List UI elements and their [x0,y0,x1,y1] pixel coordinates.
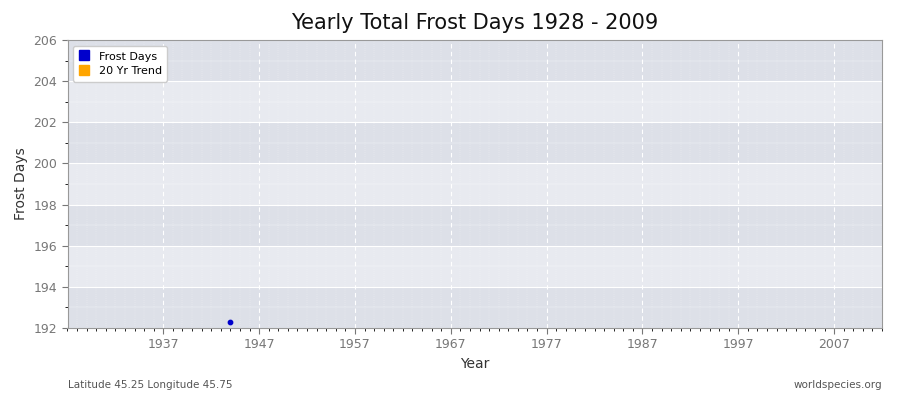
Bar [68,81,882,122]
Bar [68,204,882,246]
Bar [68,122,882,164]
X-axis label: Year: Year [460,357,490,371]
Bar [68,246,882,287]
Title: Yearly Total Frost Days 1928 - 2009: Yearly Total Frost Days 1928 - 2009 [291,13,659,33]
Bar [68,164,882,204]
Legend: Frost Days, 20 Yr Trend: Frost Days, 20 Yr Trend [73,46,167,82]
Y-axis label: Frost Days: Frost Days [14,148,28,220]
Text: worldspecies.org: worldspecies.org [794,380,882,390]
Point [223,319,238,325]
Bar [68,287,882,328]
Text: Latitude 45.25 Longitude 45.75: Latitude 45.25 Longitude 45.75 [68,380,232,390]
Bar [68,40,882,81]
